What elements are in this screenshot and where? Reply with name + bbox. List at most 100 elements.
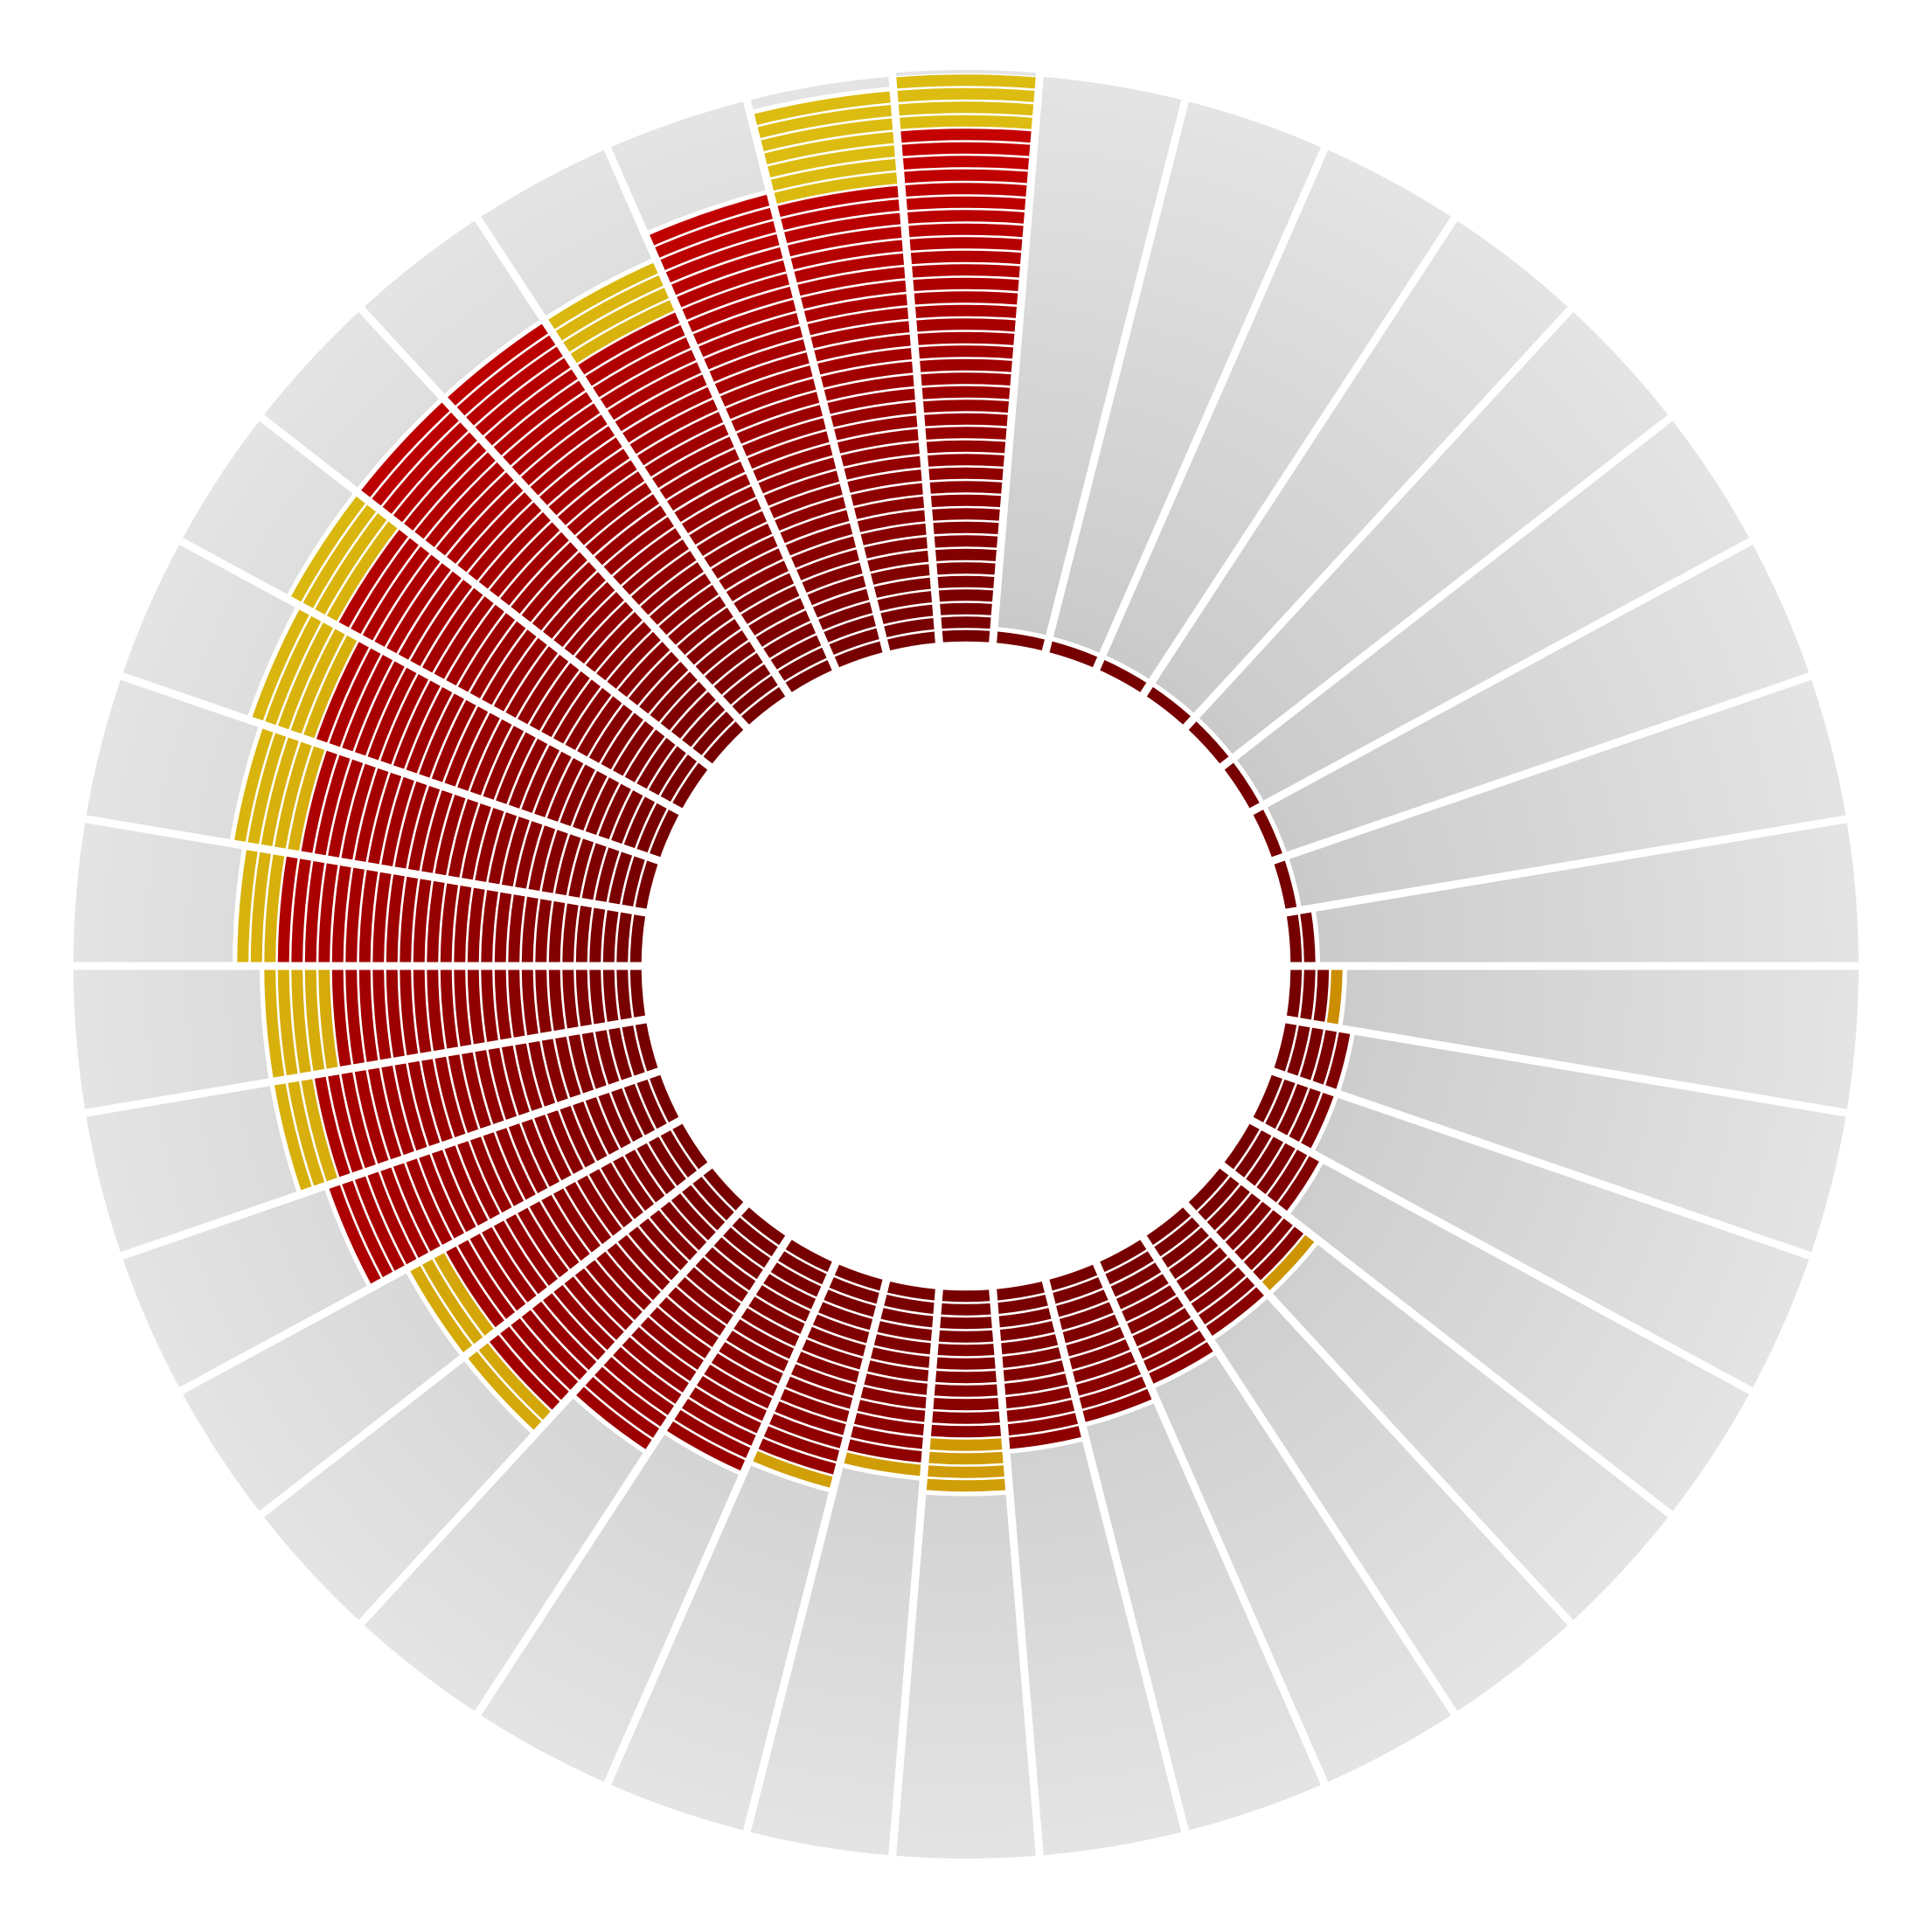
ring-cell	[598, 783, 631, 840]
ring-cell	[644, 424, 729, 477]
ring-cell	[548, 969, 566, 1032]
ring-cell	[873, 1334, 931, 1355]
ring-cell	[824, 1289, 876, 1317]
ring-cell	[489, 1335, 560, 1410]
ring-cell	[559, 764, 595, 826]
ring-cell	[374, 554, 441, 647]
ring-cell	[419, 1154, 464, 1239]
ring-cell	[650, 671, 698, 722]
ring-cell	[488, 812, 518, 885]
ring-cell	[603, 517, 674, 575]
ring-cell	[733, 573, 795, 613]
bar-segment	[1100, 659, 1147, 692]
ring-cell	[528, 825, 556, 892]
track	[1340, 1034, 1846, 1253]
ring-cell	[386, 563, 451, 654]
bar-segment	[896, 74, 1036, 129]
track	[1273, 1244, 1668, 1621]
ring-cell	[393, 432, 477, 523]
ring-cell	[840, 442, 920, 467]
ring-cell	[361, 402, 450, 497]
ring-cell	[563, 288, 669, 352]
ring-cell	[705, 641, 756, 685]
ring-cell	[898, 101, 1034, 116]
ring-cell	[761, 118, 893, 151]
ring-cell	[564, 1276, 624, 1340]
ring-cell	[457, 613, 516, 692]
ring-cell	[873, 577, 931, 598]
ring-cell	[1199, 1277, 1255, 1324]
ring-cell	[603, 1357, 674, 1415]
ring-cell	[511, 403, 601, 476]
ring-cell	[624, 1150, 665, 1203]
ring-cell	[570, 300, 675, 364]
ring-cell	[740, 1308, 800, 1347]
ring-cell	[372, 969, 392, 1060]
ring-cell	[444, 706, 489, 787]
ring-cell	[622, 856, 645, 907]
ring-cell	[575, 906, 592, 963]
ring-cell	[1049, 1264, 1098, 1291]
ring-cell	[921, 386, 1011, 400]
bar-segment	[446, 1123, 708, 1328]
ring-cell	[938, 589, 994, 602]
ring-cell	[1234, 1130, 1272, 1178]
bar-segment	[753, 1450, 833, 1488]
ring-cell	[658, 585, 719, 636]
ring-cell	[508, 894, 525, 963]
ring-cell	[631, 1327, 697, 1381]
ring-cell	[1069, 1338, 1130, 1370]
ring-cell	[608, 362, 702, 420]
ring-cell	[1225, 1201, 1272, 1251]
ring-cell	[748, 1296, 805, 1334]
ring-cell	[736, 405, 824, 444]
ring-cell	[530, 426, 615, 496]
ring-cell	[468, 1352, 542, 1430]
ring-cell	[682, 273, 789, 320]
ring-cell	[264, 969, 285, 1078]
ring-cell	[704, 523, 773, 567]
ring-cell	[758, 1438, 837, 1475]
ring-cell	[318, 863, 338, 963]
ring-cell	[824, 615, 876, 643]
ring-cell	[1075, 1364, 1142, 1396]
ring-cell	[521, 1310, 587, 1380]
ring-cell	[457, 712, 500, 791]
bar-segment	[997, 1282, 1081, 1449]
ring-cell	[755, 610, 810, 647]
ring-cell	[902, 156, 1030, 170]
ring-cell	[318, 969, 338, 1069]
ring-cell	[785, 523, 853, 556]
ring-cell	[1110, 1262, 1162, 1297]
ring-cell	[936, 562, 996, 575]
ring-cell	[288, 746, 325, 851]
ring-cell	[913, 277, 1019, 291]
ring-cell	[1312, 1030, 1338, 1085]
bar-segment	[264, 969, 338, 1078]
ring-cell	[425, 462, 505, 547]
track	[1289, 679, 1846, 907]
ring-cell	[326, 521, 398, 622]
ring-cell	[917, 331, 1015, 345]
ring-cell	[555, 834, 581, 896]
ring-cell	[748, 598, 805, 636]
ring-cell	[1115, 1274, 1169, 1310]
ring-cell	[907, 210, 1025, 224]
ring-cell	[382, 422, 469, 514]
ring-cell	[501, 1046, 530, 1115]
ring-cell	[505, 1213, 558, 1286]
ring-cell	[475, 358, 571, 436]
ring-cell	[576, 483, 652, 546]
ring-cell	[534, 1115, 572, 1181]
ring-cell	[574, 1268, 634, 1331]
ring-cell	[660, 754, 698, 802]
ring-cell	[1299, 1027, 1324, 1081]
bar-segment	[1274, 860, 1297, 909]
bar-segment	[930, 1289, 1002, 1438]
ring-cell	[696, 511, 768, 557]
ring-cell	[247, 733, 287, 844]
ring-cell	[511, 542, 579, 615]
track	[481, 1435, 739, 1783]
ring-cell	[834, 1264, 883, 1291]
